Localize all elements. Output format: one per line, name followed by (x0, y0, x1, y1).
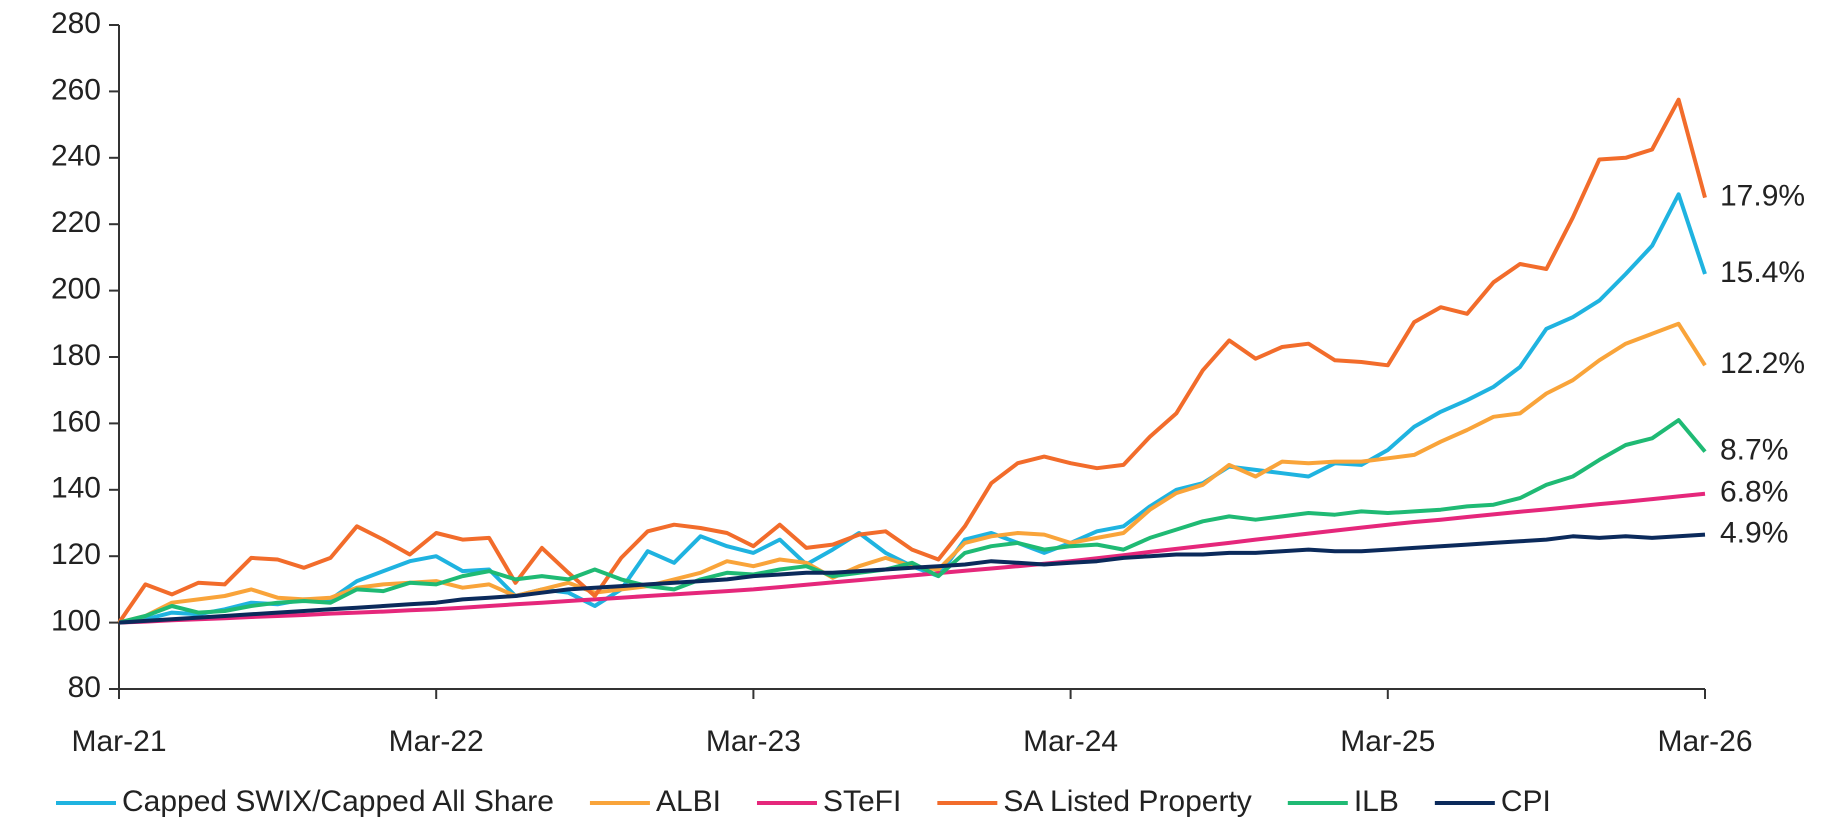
x-tick-label: Mar-22 (389, 725, 484, 758)
series-line (118, 321, 1707, 625)
end-label: 15.4% (1720, 256, 1805, 289)
series-line (118, 532, 1706, 625)
y-tick-label: 240 (51, 140, 101, 173)
legend-label: Capped SWIX/Capped All Share (122, 785, 554, 818)
end-label: 12.2% (1720, 347, 1805, 380)
y-tick-label: 180 (51, 339, 101, 372)
x-tick-label: Mar-24 (1023, 725, 1118, 758)
end-label: 8.7% (1720, 434, 1788, 467)
legend-label: STeFI (823, 785, 901, 818)
series-line (118, 418, 1707, 625)
y-tick-label: 160 (51, 405, 101, 438)
legend-label: SA Listed Property (1003, 785, 1251, 818)
x-tick-label: Mar-25 (1340, 725, 1435, 758)
y-tick-label: 100 (51, 605, 101, 638)
legend-label: ILB (1354, 785, 1399, 818)
series-line (117, 97, 1707, 624)
y-tick-label: 140 (51, 472, 101, 505)
end-label: 4.9% (1720, 517, 1788, 550)
legend-label: ALBI (656, 785, 721, 818)
series-line (118, 491, 1706, 625)
y-tick-label: 120 (51, 538, 101, 571)
x-tick-label: Mar-26 (1657, 725, 1752, 758)
y-tick-label: 80 (68, 671, 101, 704)
y-tick-label: 260 (51, 73, 101, 106)
y-tick-label: 280 (51, 7, 101, 40)
end-label: 17.9% (1720, 180, 1805, 213)
legend-label: CPI (1501, 785, 1551, 818)
y-tick-label: 220 (51, 206, 101, 239)
x-tick-label: Mar-23 (706, 725, 801, 758)
series-line (118, 192, 1707, 625)
x-tick-label: Mar-21 (71, 725, 166, 758)
y-tick-label: 200 (51, 273, 101, 306)
end-label: 6.8% (1720, 476, 1788, 509)
